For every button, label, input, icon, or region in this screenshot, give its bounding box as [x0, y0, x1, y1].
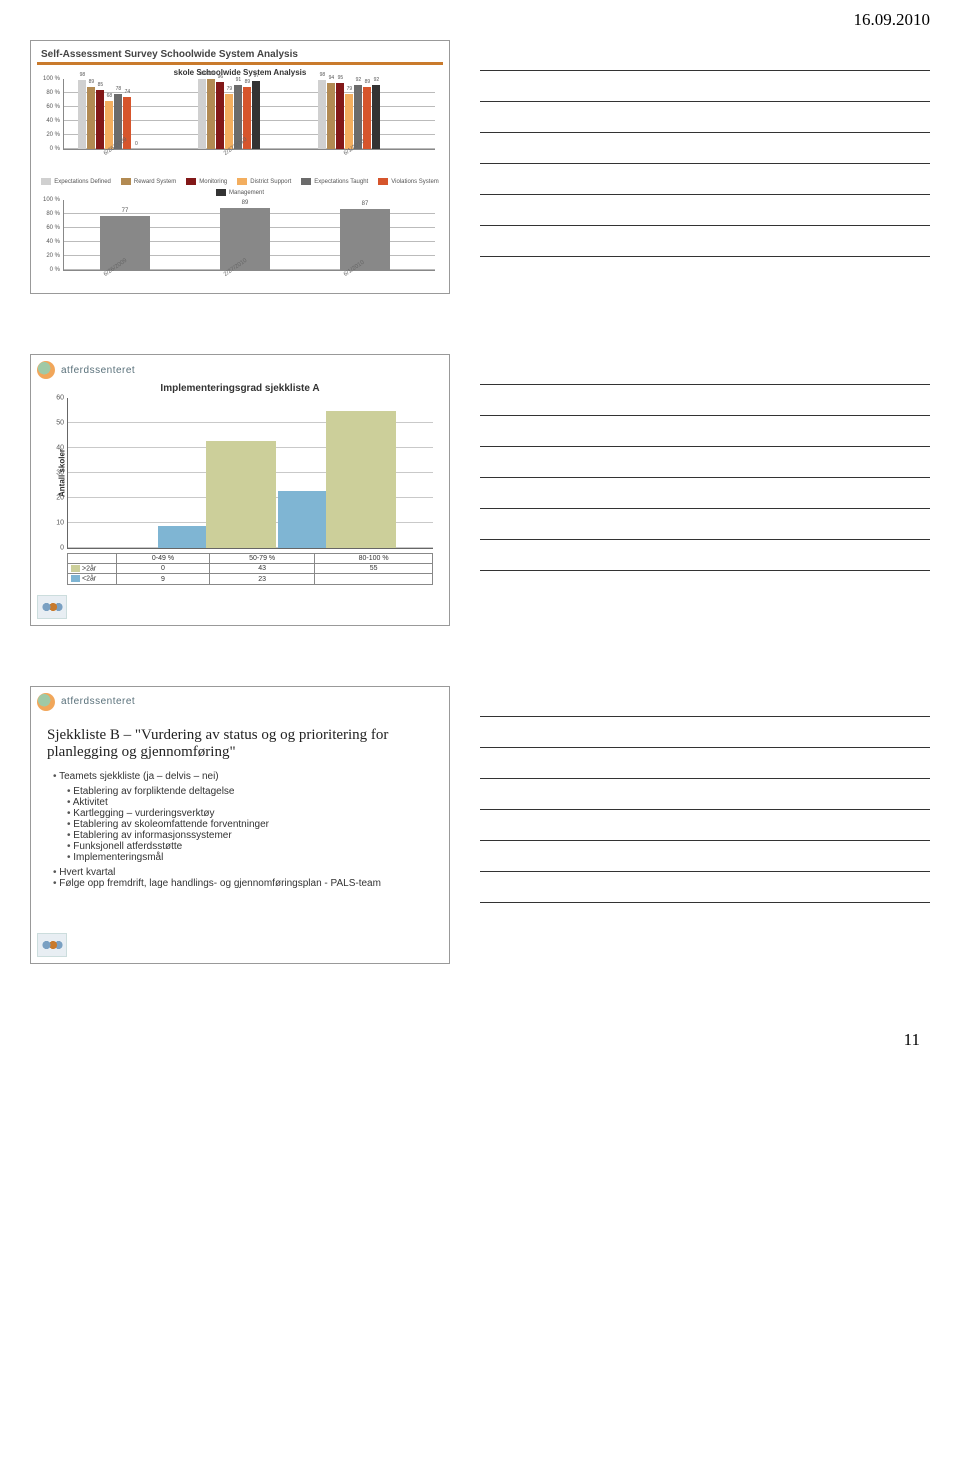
- logo-text: atferdssenteret: [61, 365, 135, 376]
- logo-icon: [37, 693, 55, 711]
- bullet-list: Teamets sjekkliste (ja – delvis – nei) Et…: [47, 771, 433, 889]
- bullet-item: Etablering av informasjonssystemer: [67, 830, 433, 841]
- bullet-item: Etablering av forpliktende deltagelse: [67, 786, 433, 797]
- notes-lines-1: [480, 40, 930, 257]
- slide-2: atferdssenteret Implementeringsgrad sjek…: [30, 354, 450, 626]
- footer-icon: [37, 933, 67, 957]
- sjekkliste-a-chart: Antall skoler 6050403020100: [67, 398, 433, 549]
- bullet-item: Aktivitet: [67, 797, 433, 808]
- slide-1: Self-Assessment Survey Schoolwide System…: [30, 40, 450, 294]
- footer-icon: [37, 595, 67, 619]
- chart-title: Self-Assessment Survey Schoolwide System…: [37, 47, 443, 65]
- chart-subtitle: skole Schoolwide System Analysis: [37, 68, 443, 77]
- header-date: 16.09.2010: [30, 10, 930, 30]
- bullet-item: Følge opp fremdrift, lage handlings- og …: [53, 878, 433, 889]
- notes-lines-3: [480, 686, 930, 903]
- logo-text: atferdssenteret: [61, 696, 135, 707]
- top-legend: Expectations DefinedReward SystemMonitor…: [41, 178, 439, 196]
- sjekkliste-a-title: Implementeringsgrad sjekkliste A: [37, 383, 443, 394]
- page-number: 11: [904, 1030, 920, 1050]
- bullet-item: Implementeringsmål: [67, 852, 433, 863]
- logo-icon: [37, 361, 55, 379]
- slide-3: atferdssenteret Sjekkliste B – "Vurderin…: [30, 686, 450, 964]
- sjekkliste-a-table: 0-49 %50-79 %80-100 %>2år04355<2år923: [67, 553, 433, 585]
- bullet-item: Funksjonell atferdsstøtte: [67, 841, 433, 852]
- bullet-item: Kartlegging – vurderingsverktøy: [67, 808, 433, 819]
- slide-3-heading: Sjekkliste B – "Vurdering av status og o…: [47, 727, 433, 761]
- bullet-item: Etablering av skoleomfattende forventnin…: [67, 819, 433, 830]
- notes-lines-2: [480, 354, 930, 571]
- bullet-item: Hvert kvartal: [53, 867, 433, 878]
- bullet-item: Teamets sjekkliste (ja – delvis – nei): [53, 771, 433, 782]
